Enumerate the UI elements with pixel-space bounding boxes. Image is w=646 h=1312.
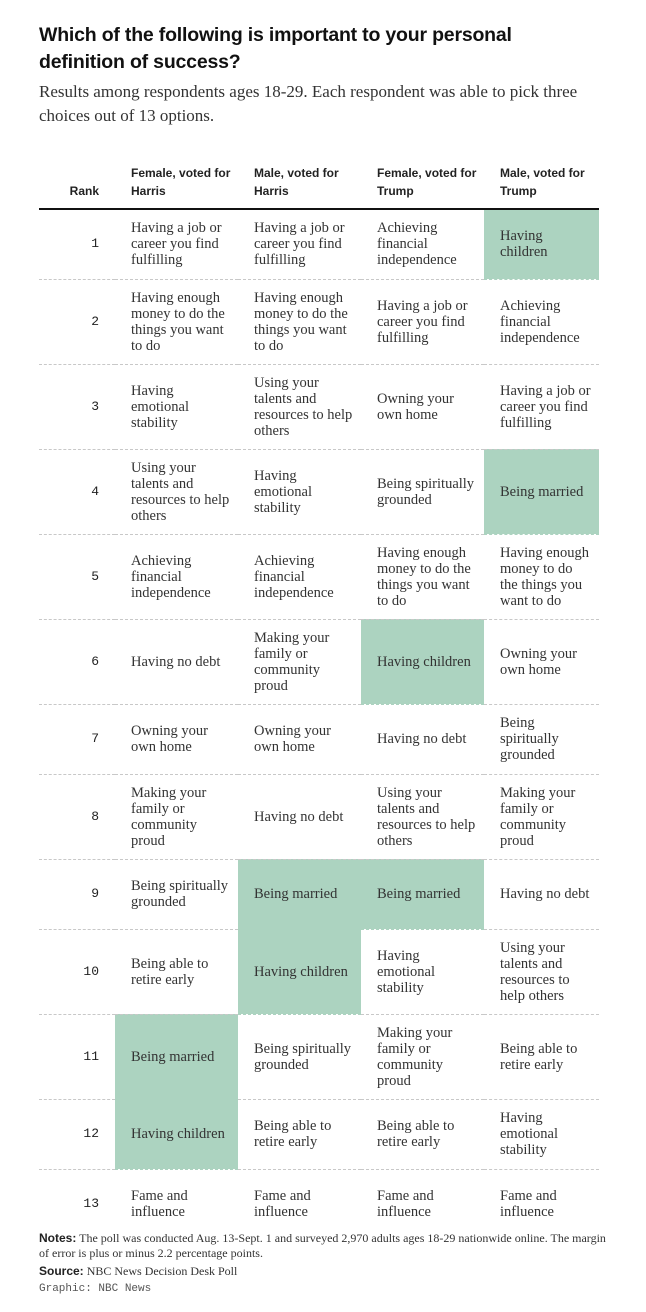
rank-cell: 11 xyxy=(39,1014,115,1100)
table-cell: Having a job or career you find fulfilli… xyxy=(484,364,599,450)
source: Source: NBC News Decision Desk Poll xyxy=(39,1264,609,1279)
highlighted-cell: Being married xyxy=(115,1014,238,1100)
table-cell: Owning your own home xyxy=(238,704,361,775)
table-cell: Having no debt xyxy=(115,619,238,705)
table-cell: Achieving financial independence xyxy=(238,534,361,620)
notes-text: The poll was conducted Aug. 13-Sept. 1 a… xyxy=(39,1231,606,1260)
table-row: 6 Having no debt Making your family or com… xyxy=(39,619,599,705)
ranking-table: Rank Female, voted for Harris Male, vote… xyxy=(39,160,599,1239)
table-row: 7 Owning your own home Owning your own hom… xyxy=(39,704,599,775)
rank-cell: 2 xyxy=(39,279,115,365)
table-cell: Being spiritually grounded xyxy=(238,1014,361,1100)
chart-title: Which of the following is important to y… xyxy=(39,24,512,73)
table-cell: Achieving financial independence xyxy=(115,534,238,620)
rank-cell: 4 xyxy=(39,449,115,535)
table-cell: Having enough money to do the things you… xyxy=(484,534,599,620)
rank-cell: 8 xyxy=(39,774,115,860)
table-row: 13 Fame and influence Fame and influence Fa… xyxy=(39,1169,599,1239)
table-cell: Using your talents and resources to help… xyxy=(238,364,361,450)
rank-cell: 6 xyxy=(39,619,115,705)
rank-cell: 12 xyxy=(39,1099,115,1170)
table-cell: Making your family or community proud xyxy=(115,774,238,860)
table-row: 3 Having emotional stability Using your ta… xyxy=(39,364,599,450)
table-row: 12 Having children Being able to retire ea… xyxy=(39,1099,599,1170)
rank-header: Rank xyxy=(39,160,115,210)
table-cell: Having emotional stability xyxy=(484,1099,599,1170)
rank-cell: 3 xyxy=(39,364,115,450)
highlighted-cell: Having children xyxy=(238,929,361,1015)
highlighted-cell: Being married xyxy=(238,859,361,930)
table-cell: Owning your own home xyxy=(115,704,238,775)
table-cell: Having no debt xyxy=(361,704,484,775)
table-cell: Fame and influence xyxy=(131,1188,188,1221)
table-cell: Being spiritually grounded xyxy=(484,704,599,775)
highlighted-cell: Having children xyxy=(484,209,599,280)
table-cell: Achieving financial independence xyxy=(361,209,484,280)
table-cell: Being able to retire early xyxy=(238,1099,361,1170)
rank-cell: 5 xyxy=(39,534,115,620)
table-cell: Being able to retire early xyxy=(484,1014,599,1100)
table-cell: Having no debt xyxy=(238,774,361,860)
table-row: 8 Making your family or community proud Ha… xyxy=(39,774,599,860)
column-header: Male, voted for Trump xyxy=(484,160,599,210)
table-row: 4 Using your talents and resources to hel… xyxy=(39,449,599,535)
column-header: Female, voted for Trump xyxy=(361,160,484,210)
rank-cell: 13 xyxy=(83,1196,99,1212)
table-row: 10 Being able to retire early Having child… xyxy=(39,929,599,1015)
table-row: 2 Having enough money to do the things yo… xyxy=(39,279,599,365)
table-row: 11 Being married Being spiritually grounde… xyxy=(39,1014,599,1100)
table-cell: Making your family or community proud xyxy=(361,1014,484,1100)
table-cell: Having enough money to do the things you… xyxy=(238,279,361,365)
table-cell: Using your talents and resources to help… xyxy=(484,929,599,1015)
notes-label: Notes: xyxy=(39,1231,77,1245)
table-cell: Having a job or career you find fulfilli… xyxy=(115,209,238,280)
column-header: Female, voted for Harris xyxy=(115,160,238,210)
table-cell: Having enough money to do the things you… xyxy=(361,534,484,620)
table-row: 1 Having a job or career you find fulfill… xyxy=(39,209,599,280)
graphic-credit: Graphic: NBC News xyxy=(39,1283,152,1295)
table-cell: Owning your own home xyxy=(361,364,484,450)
table-cell: Having a job or career you find fulfilli… xyxy=(238,209,361,280)
table-cell: Fame and influence xyxy=(377,1188,434,1221)
notes: Notes: The poll was conducted Aug. 13-Se… xyxy=(39,1231,609,1261)
rank-cell: 10 xyxy=(39,929,115,1015)
rank-cell: 1 xyxy=(39,209,115,280)
rank-cell: 9 xyxy=(39,859,115,930)
highlighted-cell: Having children xyxy=(115,1099,238,1170)
table-row: 5 Achieving financial independence Achievi… xyxy=(39,534,599,620)
table-cell: Being able to retire early xyxy=(115,929,238,1015)
table-cell: Being spiritually grounded xyxy=(115,859,238,930)
table-header-row: Rank Female, voted for Harris Male, vote… xyxy=(39,160,599,210)
table-cell: Achieving financial independence xyxy=(484,279,599,365)
highlighted-cell: Being married xyxy=(484,449,599,535)
table-cell: Owning your own home xyxy=(484,619,599,705)
header: Which of the following is important to y… xyxy=(39,22,599,128)
table-row: 9 Being spiritually grounded Being married… xyxy=(39,859,599,930)
table-cell: Being spiritually grounded xyxy=(361,449,484,535)
highlighted-cell: Being married xyxy=(361,859,484,930)
table-cell: Having emotional stability xyxy=(238,449,361,535)
table-body: 1 Having a job or career you find fulfill… xyxy=(39,209,599,1239)
table-cell: Fame and influence xyxy=(500,1188,557,1221)
source-text: NBC News Decision Desk Poll xyxy=(83,1264,238,1278)
table-cell: Using your talents and resources to help… xyxy=(115,449,238,535)
table-cell: Having emotional stability xyxy=(115,364,238,450)
table-cell: Fame and influence xyxy=(254,1188,311,1221)
table-cell: Making your family or community proud xyxy=(238,619,361,705)
highlighted-cell: Having children xyxy=(361,619,484,705)
table-cell: Making your family or community proud xyxy=(484,774,599,860)
footer: Notes: The poll was conducted Aug. 13-Se… xyxy=(39,1231,609,1297)
table-cell: Using your talents and resources to help… xyxy=(361,774,484,860)
column-header: Male, voted for Harris xyxy=(238,160,361,210)
table-cell: Having no debt xyxy=(484,859,599,930)
rank-cell: 7 xyxy=(39,704,115,775)
table-cell: Having a job or career you find fulfilli… xyxy=(361,279,484,365)
table-cell: Being able to retire early xyxy=(361,1099,484,1170)
source-label: Source: xyxy=(39,1264,84,1278)
chart-subtitle: Results among respondents ages 18-29. Ea… xyxy=(39,82,578,125)
table-cell: Having enough money to do the things you… xyxy=(115,279,238,365)
table-cell: Having emotional stability xyxy=(361,929,484,1015)
